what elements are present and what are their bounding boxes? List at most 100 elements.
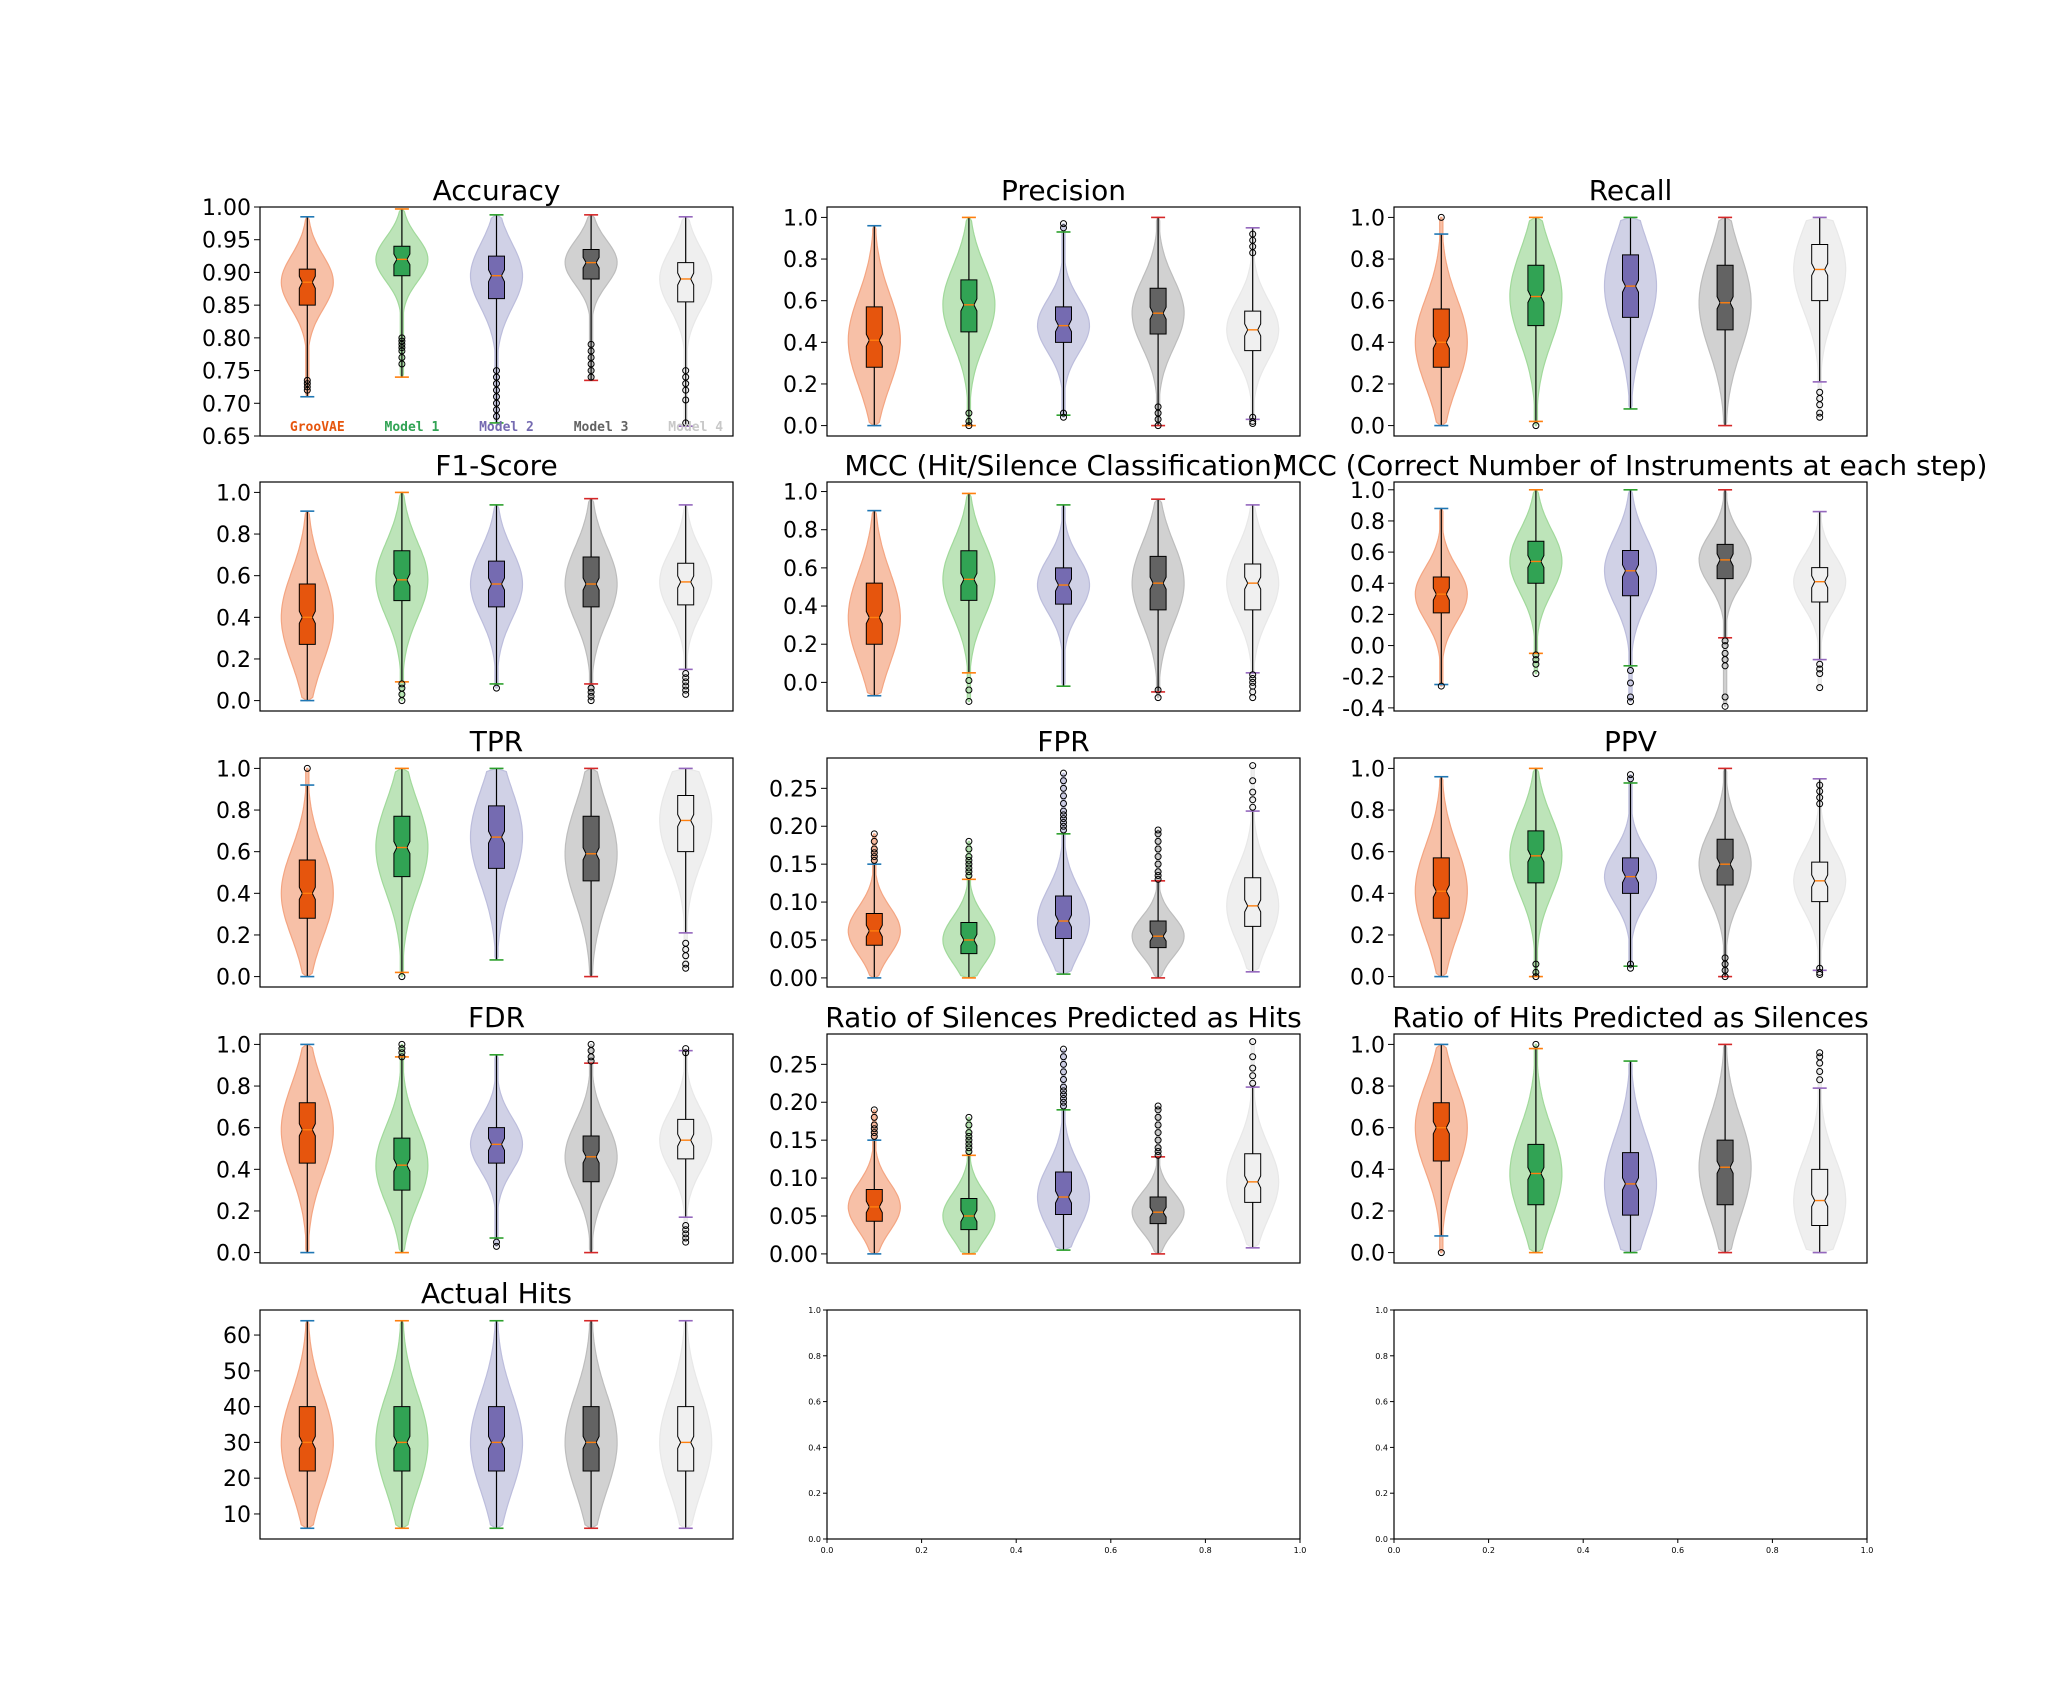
violin-model-2 xyxy=(469,1319,524,1530)
violin-model-4 xyxy=(1226,504,1280,702)
outlier-point xyxy=(493,412,500,420)
subplot-13: Actual Hits 10 20 30 40 50 60 xyxy=(223,1277,734,1540)
outlier-point xyxy=(493,399,500,407)
outlier-point xyxy=(1154,830,1162,838)
outlier-point xyxy=(303,386,311,394)
iqr-box xyxy=(1055,306,1072,343)
violin-model-3 xyxy=(1131,826,1185,979)
y-tick-label: 0.4 xyxy=(1350,1158,1385,1183)
axes-frame xyxy=(826,1033,1301,1264)
outlier-point xyxy=(1060,1083,1067,1091)
outlier-point xyxy=(682,674,690,682)
violin-groovae xyxy=(847,1106,901,1255)
outlier-point xyxy=(398,360,406,368)
violin-model-3 xyxy=(1131,498,1185,702)
outlier-point xyxy=(493,373,500,381)
outlier-point xyxy=(682,1234,690,1242)
y-tick-label: 0.8 xyxy=(1375,1352,1388,1361)
y-tick-label: 0.75 xyxy=(202,360,251,385)
violin-model-3 xyxy=(1698,488,1752,710)
y-tick-label: 0.85 xyxy=(202,294,251,319)
y-tick-label: 0.6 xyxy=(1350,290,1385,315)
chart-title: Ratio of Silences Predicted as Hits xyxy=(825,1001,1301,1034)
iqr-box xyxy=(1149,1196,1167,1225)
iqr-box xyxy=(1055,567,1072,605)
violin-model-3 xyxy=(1698,216,1752,427)
outlier-point xyxy=(1060,822,1067,830)
outlier-point xyxy=(1532,651,1540,659)
y-tick-label: 0.8 xyxy=(1350,510,1385,535)
iqr-box xyxy=(298,583,316,645)
iqr-box xyxy=(393,815,411,878)
outlier-point xyxy=(682,1226,690,1234)
outlier-point xyxy=(1721,649,1729,657)
outlier-point xyxy=(870,1106,878,1114)
outlier-point xyxy=(398,344,406,352)
outlier-point xyxy=(965,1121,973,1129)
y-tick-label: 0.0 xyxy=(216,1242,251,1267)
iqr-box xyxy=(1432,857,1450,919)
outlier-point xyxy=(398,1049,406,1057)
y-tick-label: 0.15 xyxy=(769,853,818,878)
iqr-box xyxy=(1244,877,1262,927)
outlier-point xyxy=(1060,220,1067,228)
outlier-point xyxy=(1154,1129,1162,1137)
iqr-box xyxy=(865,582,883,645)
violin-groovae xyxy=(1414,507,1468,690)
y-tick-label: 1.00 xyxy=(202,196,251,221)
outlier-point xyxy=(1816,660,1824,668)
y-tick-label: 0.2 xyxy=(216,924,251,949)
outlier-point xyxy=(398,334,406,342)
outlier-point xyxy=(1060,784,1067,792)
violin-groovae xyxy=(1414,775,1468,978)
iqr-box xyxy=(1149,287,1167,335)
violin-model-3 xyxy=(1131,1102,1185,1255)
y-tick-label: 0.00 xyxy=(769,1243,818,1268)
outlier-point xyxy=(398,973,406,981)
violin-model-3 xyxy=(1698,767,1752,981)
x-tick-label: 1.0 xyxy=(1861,1546,1874,1555)
y-tick-label: 0.20 xyxy=(769,1091,818,1116)
outlier-point xyxy=(682,419,690,427)
violin-model-1 xyxy=(375,208,429,378)
violin-model-2 xyxy=(469,504,524,692)
outlier-point xyxy=(1154,845,1162,853)
iqr-box xyxy=(582,556,600,608)
iqr-box xyxy=(1432,1102,1450,1162)
legend-label: GrooVAE xyxy=(290,420,345,435)
outlier-point xyxy=(1060,1102,1067,1110)
violin-model-1 xyxy=(375,1040,429,1254)
y-tick-label: 0.2 xyxy=(216,1200,251,1225)
violin-groovae xyxy=(1414,1043,1468,1257)
outlier-point xyxy=(1816,1053,1824,1061)
axes-frame xyxy=(1393,481,1868,712)
chart-title: Actual Hits xyxy=(421,1277,572,1310)
y-tick-label: 0.0 xyxy=(783,415,818,440)
x-tick-label: 0.8 xyxy=(1199,1546,1212,1555)
y-tick-label: 0.70 xyxy=(202,392,251,417)
iqr-box xyxy=(393,550,411,602)
axes-frame xyxy=(259,206,734,437)
violin-model-3 xyxy=(1698,1043,1752,1254)
outlier-point xyxy=(682,686,690,694)
x-tick-label: 1.0 xyxy=(1294,1546,1307,1555)
outlier-point xyxy=(1154,853,1162,861)
plot-area xyxy=(280,1319,713,1530)
outlier-point xyxy=(682,1045,690,1053)
outlier-point xyxy=(965,676,973,684)
outlier-point xyxy=(587,360,595,368)
outlier-point xyxy=(398,353,406,361)
y-tick-label: 0.4 xyxy=(1375,1443,1388,1452)
plot-area xyxy=(847,216,1280,430)
y-tick-label: 1.0 xyxy=(1350,1033,1385,1058)
y-tick-label: 0.0 xyxy=(1350,635,1385,660)
iqr-box xyxy=(488,1127,505,1164)
outlier-point xyxy=(1532,960,1540,968)
outlier-point xyxy=(1249,678,1257,686)
violin-model-1 xyxy=(942,1113,996,1255)
x-tick-label: 0.6 xyxy=(1671,1546,1684,1555)
outlier-point xyxy=(1060,807,1067,815)
outlier-point xyxy=(587,692,595,700)
outlier-point xyxy=(303,376,311,384)
outlier-point xyxy=(870,853,878,861)
